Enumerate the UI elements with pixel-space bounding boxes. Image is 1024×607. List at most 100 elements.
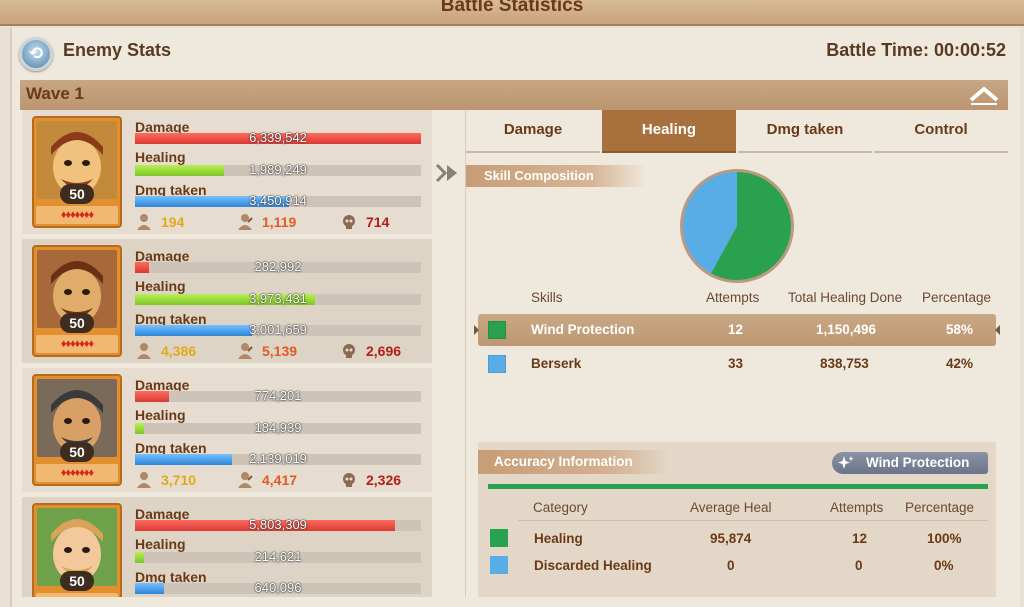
skull-icon — [343, 344, 355, 358]
damage-value: 5,803,309 — [249, 517, 307, 532]
skill-pct: 58% — [946, 322, 974, 337]
dmg-taken-label: Dmg taken — [135, 182, 207, 198]
counter-value: 194 — [161, 214, 185, 230]
dmg-taken-bar-fill — [135, 325, 253, 336]
skill-total: 838,753 — [820, 356, 869, 371]
counter-value: 714 — [366, 214, 390, 230]
damage-bar: 774,201 — [135, 388, 421, 403]
damage-bar: 6,339,542 — [135, 130, 421, 145]
sparkle-icon — [838, 456, 854, 469]
healing-bar: 184,939 — [135, 420, 421, 435]
hero-list[interactable]: 50 ♦♦♦♦♦♦♦ Damage 6,339,542 Healing 1,98… — [20, 110, 433, 597]
skill-pie-chart — [678, 167, 796, 285]
tab-damage[interactable]: Damage — [466, 110, 600, 153]
refresh-icon[interactable]: ⟲ — [19, 37, 53, 71]
skill-row-wind-protection[interactable]: Wind Protection 12 1,150,496 58% — [474, 314, 1000, 346]
dmg-taken-bar-fill — [135, 454, 233, 465]
dmg-taken-label: Dmg taken — [135, 311, 207, 327]
hero-stars: ♦♦♦♦♦♦♦ — [36, 593, 118, 597]
wave-header[interactable]: Wave 1 — [20, 80, 1008, 110]
damage-value: 282,992 — [254, 259, 302, 274]
col-average-heal: Average Heal — [690, 500, 772, 515]
legend-swatch — [488, 321, 506, 339]
hero-card[interactable]: 50 ♦♦♦♦♦♦♦ Damage 282,992 Healing 3,973,… — [22, 239, 432, 363]
skill-row-berserk[interactable]: Berserk 33 838,753 42% — [478, 348, 996, 380]
damage-label: Damage — [135, 377, 190, 393]
skull-icon — [343, 473, 355, 487]
counter-value: 4,417 — [262, 472, 298, 488]
damage-bar-fill — [135, 391, 170, 402]
accuracy-row-discarded: Discarded Healing 0 0 0% — [478, 553, 996, 579]
tab-control[interactable]: Control — [874, 110, 1008, 153]
healing-value: 214,621 — [254, 549, 302, 564]
hero-card[interactable]: 50 ♦♦♦♦♦♦♦ Damage 5,803,309 Healing 214,… — [22, 497, 432, 597]
skill-attempts: 12 — [728, 322, 744, 337]
skill-pct: 42% — [946, 356, 974, 371]
soldier-icon — [137, 343, 151, 359]
counter-value: 3,710 — [161, 472, 197, 488]
dmg-taken-bar-fill — [135, 583, 164, 594]
healing-label: Healing — [135, 407, 186, 423]
hero-level: 50 — [60, 313, 94, 333]
healing-bar: 3,973,431 — [135, 291, 421, 306]
hero-card[interactable]: 50 ♦♦♦♦♦♦♦ Damage 774,201 Healing 184,93… — [22, 368, 432, 492]
dmg-taken-bar: 3,001,659 — [135, 322, 421, 337]
col-attempts: Attempts — [706, 290, 760, 305]
accuracy-divider-bar — [488, 484, 988, 489]
hero-stars: ♦♦♦♦♦♦♦ — [36, 464, 118, 482]
healing-bar-fill — [135, 294, 316, 305]
tab-healing[interactable]: Healing — [602, 110, 736, 153]
wounded-soldier-icon — [238, 214, 253, 230]
damage-bar-fill — [135, 133, 421, 144]
tab-bar: Damage Healing Dmg taken Control — [466, 110, 1010, 153]
chevron-up-icon[interactable] — [968, 85, 1000, 105]
counter-value: 2,326 — [366, 472, 402, 488]
damage-label: Damage — [135, 506, 190, 522]
selected-skill-pill[interactable]: Wind Protection — [832, 452, 988, 474]
healing-label: Healing — [135, 536, 186, 552]
acc-pct: 100% — [927, 531, 962, 546]
dmg-taken-value: 640,096 — [254, 580, 302, 595]
skill-composition-heading: Skill Composition — [466, 165, 646, 187]
hero-level: 50 — [60, 184, 94, 204]
dmg-taken-bar: 640,096 — [135, 580, 421, 595]
acc-category: Healing — [534, 531, 583, 546]
hero-portrait[interactable]: 50 ♦♦♦♦♦♦♦ — [32, 503, 122, 597]
skill-name: Wind Protection — [531, 322, 635, 337]
selection-marker-left — [474, 325, 479, 335]
tab-dmg-taken[interactable]: Dmg taken — [738, 110, 872, 153]
damage-bar-fill — [135, 262, 150, 273]
acc-attempts: 12 — [852, 531, 868, 546]
col-percentage: Percentage — [922, 290, 992, 305]
dmg-taken-value: 2,139,019 — [249, 451, 307, 466]
hero-portrait[interactable]: 50 ♦♦♦♦♦♦♦ — [32, 374, 122, 486]
soldier-icon — [137, 472, 151, 488]
hero-level: 50 — [60, 442, 94, 462]
hero-stars: ♦♦♦♦♦♦♦ — [36, 206, 118, 224]
hero-portrait[interactable]: 50 ♦♦♦♦♦♦♦ — [32, 245, 122, 357]
dmg-taken-bar: 3,450,914 — [135, 193, 421, 208]
counter-value: 2,696 — [366, 343, 402, 359]
selected-skill-name: Wind Protection — [866, 455, 970, 470]
healing-value: 1,989,249 — [249, 162, 307, 177]
healing-bar-fill — [135, 165, 224, 176]
accuracy-heading: Accuracy Information — [478, 450, 668, 474]
skull-icon — [343, 215, 355, 229]
wounded-soldier-icon — [238, 343, 253, 359]
hero-card[interactable]: 50 ♦♦♦♦♦♦♦ Damage 6,339,542 Healing 1,98… — [22, 110, 432, 234]
legend-swatch — [490, 529, 508, 547]
healing-label: Healing — [135, 149, 186, 165]
acc-average: 95,874 — [710, 531, 752, 546]
counter-value: 4,386 — [161, 343, 197, 359]
damage-label: Damage — [135, 119, 190, 135]
damage-value: 6,339,542 — [249, 130, 307, 145]
battle-time: Battle Time: 00:00:52 — [826, 40, 1006, 60]
col-percentage: Percentage — [905, 500, 975, 515]
col-total-healing: Total Healing Done — [788, 290, 903, 305]
pie-slice-berserk — [683, 172, 737, 274]
healing-bar-fill — [135, 552, 144, 563]
hero-portrait[interactable]: 50 ♦♦♦♦♦♦♦ — [32, 116, 122, 228]
healing-bar-fill — [135, 423, 144, 434]
counter-value: 5,139 — [262, 343, 298, 359]
